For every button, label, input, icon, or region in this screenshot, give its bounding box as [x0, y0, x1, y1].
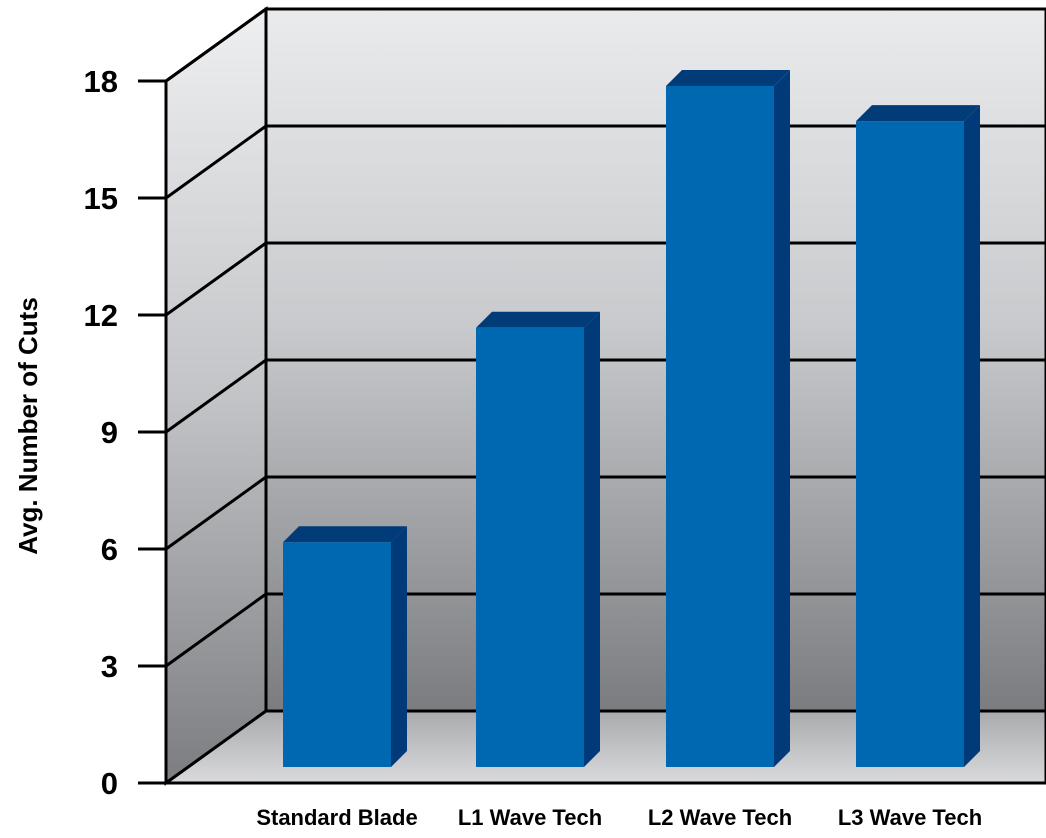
bar-front — [666, 86, 774, 767]
bar-front — [476, 327, 584, 767]
y-tick-label: 12 — [84, 298, 118, 333]
bar — [856, 105, 980, 768]
bar-side — [391, 526, 407, 767]
bar-top — [476, 311, 600, 328]
x-category-label: Standard Blade — [256, 805, 417, 830]
bar-side — [964, 105, 980, 768]
bar-side — [774, 70, 790, 767]
bar-top — [283, 526, 407, 543]
y-axis-label: Avg. Number of Cuts — [13, 297, 43, 555]
gridline — [165, 241, 267, 317]
gridline — [165, 7, 267, 83]
bar-top — [856, 105, 980, 122]
y-tick-label: 6 — [101, 532, 118, 567]
bar-front — [283, 542, 391, 767]
bar-front — [856, 121, 964, 768]
x-axis-labels: Standard Blade L1 Wave Tech L2 Wave Tech L3… — [256, 805, 982, 830]
y-tick-label: 0 — [101, 766, 118, 801]
x-category-label: L1 Wave Tech — [458, 805, 602, 830]
y-tick-label: 15 — [84, 181, 118, 216]
y-axis-ticks: 0 3 6 9 12 15 18 — [84, 64, 166, 801]
x-category-label: L2 Wave Tech — [648, 805, 792, 830]
y-tick-label: 9 — [101, 415, 118, 450]
gridline — [165, 475, 267, 551]
y-tick-label: 3 — [101, 649, 118, 684]
bar — [666, 70, 790, 767]
gridline — [165, 124, 267, 200]
bars — [283, 70, 980, 768]
gridline — [165, 358, 267, 434]
y-tick-label: 18 — [84, 64, 118, 99]
bar — [476, 311, 600, 767]
gridline — [165, 592, 267, 668]
bar — [283, 526, 407, 767]
bar-side — [584, 311, 600, 767]
x-category-label: L3 Wave Tech — [838, 805, 982, 830]
bar-top — [666, 70, 790, 86]
